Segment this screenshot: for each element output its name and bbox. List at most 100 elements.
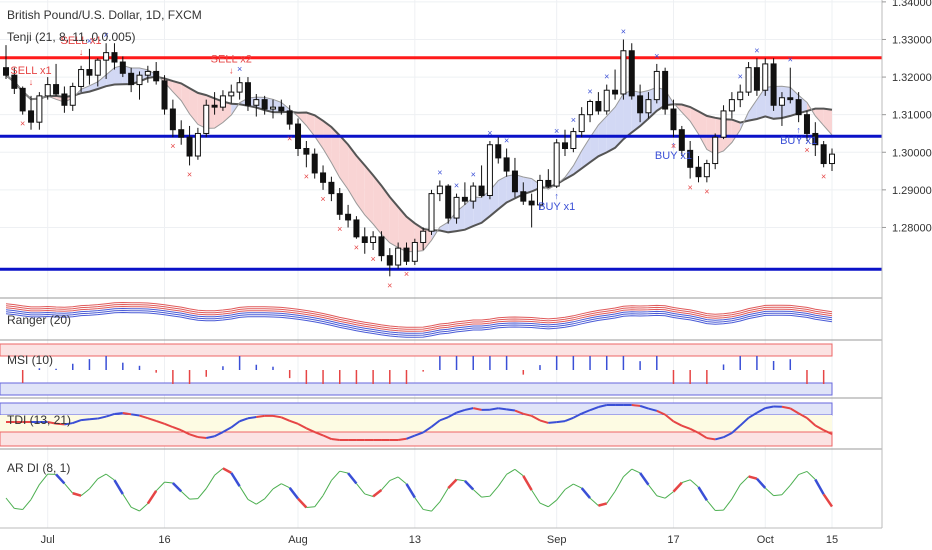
candle[interactable] <box>161 75 168 115</box>
candle[interactable] <box>295 118 302 157</box>
candle[interactable] <box>778 92 785 126</box>
candle[interactable] <box>311 148 318 179</box>
candle[interactable] <box>420 227 427 251</box>
candle[interactable] <box>728 92 735 119</box>
candle[interactable] <box>670 99 677 138</box>
candle[interactable] <box>219 90 226 111</box>
candle[interactable] <box>503 148 510 177</box>
candle[interactable] <box>737 84 744 108</box>
candle[interactable] <box>320 165 327 190</box>
candle[interactable] <box>720 105 727 140</box>
candle[interactable] <box>587 99 594 123</box>
candle[interactable] <box>703 159 710 183</box>
candle[interactable] <box>578 107 585 138</box>
candle[interactable] <box>395 242 402 269</box>
candle[interactable] <box>787 67 794 104</box>
candle[interactable] <box>261 95 268 115</box>
candle[interactable] <box>745 62 752 96</box>
candle[interactable] <box>253 93 260 117</box>
candle[interactable] <box>11 67 18 94</box>
candle[interactable] <box>328 176 335 202</box>
candle[interactable] <box>520 182 527 205</box>
candle[interactable] <box>528 193 535 228</box>
candle[interactable] <box>812 122 819 157</box>
candle[interactable] <box>194 127 201 160</box>
candle[interactable] <box>820 140 827 168</box>
candle[interactable] <box>144 65 151 83</box>
candle[interactable] <box>495 137 502 164</box>
candle[interactable] <box>470 182 477 209</box>
candle[interactable] <box>378 231 385 262</box>
candle[interactable] <box>78 65 85 93</box>
candle[interactable] <box>436 180 443 202</box>
candle[interactable] <box>269 99 276 119</box>
candle[interactable] <box>461 182 468 205</box>
candle[interactable] <box>203 99 210 138</box>
candle[interactable] <box>44 77 51 100</box>
candle[interactable] <box>678 125 685 157</box>
candle[interactable] <box>228 84 235 104</box>
candle[interactable] <box>53 63 60 96</box>
candle[interactable] <box>86 48 93 85</box>
candle[interactable] <box>61 86 68 113</box>
candle[interactable] <box>687 140 694 179</box>
candle[interactable] <box>486 140 493 200</box>
candle[interactable] <box>603 84 610 115</box>
candle[interactable] <box>428 189 435 235</box>
candle[interactable] <box>637 84 644 123</box>
candle[interactable] <box>19 86 26 115</box>
candle[interactable] <box>386 248 393 277</box>
candle[interactable] <box>536 174 543 209</box>
candle[interactable] <box>286 105 293 130</box>
candle[interactable] <box>753 58 760 96</box>
candle[interactable] <box>770 58 777 111</box>
candle[interactable] <box>278 99 285 115</box>
candle[interactable] <box>370 231 377 251</box>
candle[interactable] <box>345 204 352 228</box>
candle[interactable] <box>795 92 802 123</box>
candle[interactable] <box>653 63 660 104</box>
candle[interactable] <box>178 120 185 145</box>
candle[interactable] <box>570 127 577 153</box>
candle[interactable] <box>662 67 669 115</box>
candle[interactable] <box>136 71 143 100</box>
candle[interactable] <box>153 62 160 85</box>
candle[interactable] <box>803 110 810 141</box>
candle[interactable] <box>695 156 702 183</box>
candle[interactable] <box>361 227 368 254</box>
candle[interactable] <box>244 77 251 111</box>
candle[interactable] <box>186 125 193 166</box>
candle[interactable] <box>511 157 518 198</box>
candle[interactable] <box>94 58 101 87</box>
candle[interactable] <box>562 129 569 157</box>
candle[interactable] <box>236 77 243 100</box>
candle[interactable] <box>545 169 552 188</box>
candle[interactable] <box>103 43 110 79</box>
candle[interactable] <box>28 95 35 130</box>
candle[interactable] <box>169 99 176 138</box>
candle[interactable] <box>762 58 769 96</box>
candlestick-series[interactable] <box>3 39 835 277</box>
candle[interactable] <box>445 184 452 224</box>
candle[interactable] <box>119 56 126 78</box>
candle[interactable] <box>553 139 560 188</box>
candle[interactable] <box>128 67 135 93</box>
candle[interactable] <box>478 165 485 198</box>
candle[interactable] <box>336 187 343 220</box>
candle[interactable] <box>411 238 418 266</box>
candle[interactable] <box>829 148 835 172</box>
candle[interactable] <box>403 242 410 266</box>
candle[interactable] <box>303 140 310 168</box>
candle[interactable] <box>211 92 218 115</box>
candle[interactable] <box>3 45 9 79</box>
candle[interactable] <box>69 82 76 111</box>
candle[interactable] <box>612 69 619 100</box>
candle[interactable] <box>353 216 360 239</box>
candle[interactable] <box>628 43 635 100</box>
candle[interactable] <box>595 92 602 115</box>
candle[interactable] <box>111 43 118 70</box>
candle[interactable] <box>712 133 719 170</box>
candle[interactable] <box>453 193 460 224</box>
candle[interactable] <box>36 92 43 130</box>
